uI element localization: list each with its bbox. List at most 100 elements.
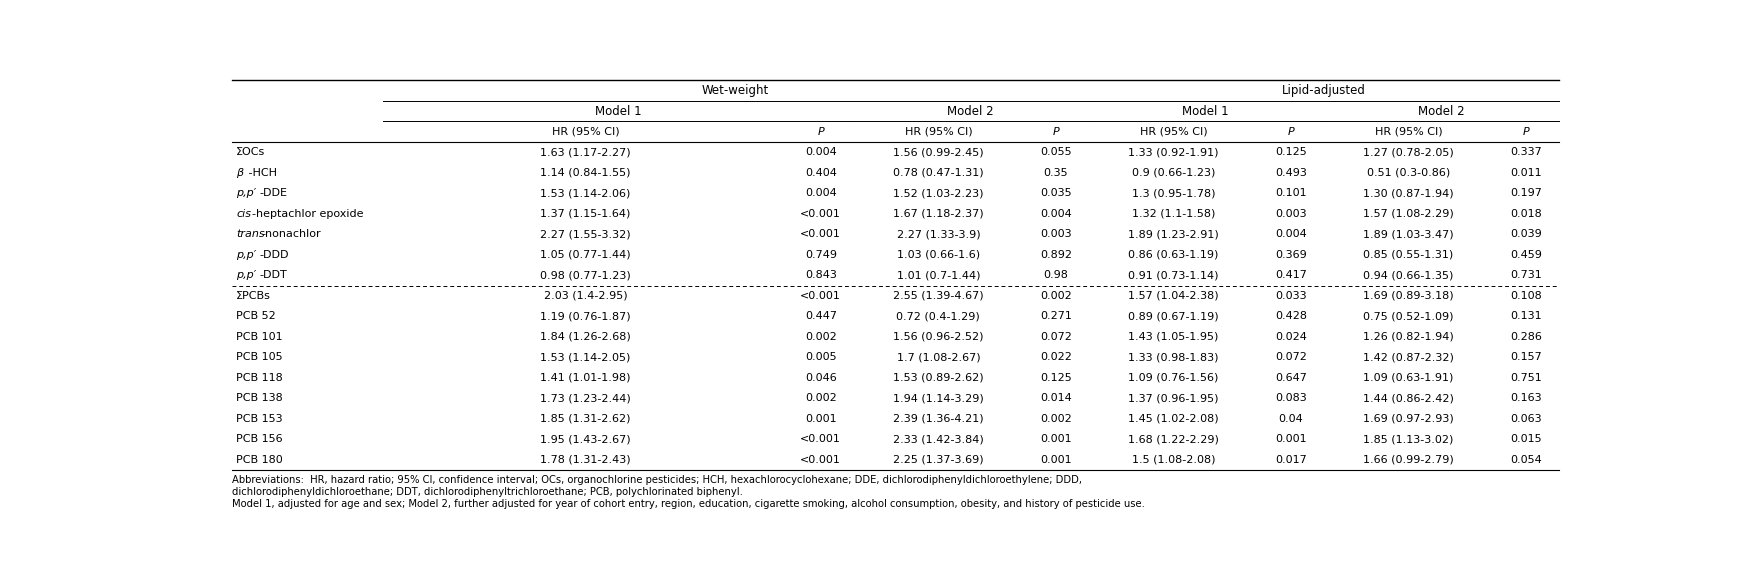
Text: 1.03 (0.66-1.6): 1.03 (0.66-1.6): [897, 249, 981, 260]
Text: 1.5 (1.08-2.08): 1.5 (1.08-2.08): [1132, 455, 1216, 465]
Text: 1.27 (0.78-2.05): 1.27 (0.78-2.05): [1364, 147, 1455, 157]
Text: 0.011: 0.011: [1510, 168, 1542, 178]
Text: p,p′: p,p′: [237, 270, 256, 280]
Text: 0.022: 0.022: [1040, 352, 1071, 362]
Text: HR (95% CI): HR (95% CI): [1374, 127, 1442, 137]
Text: 0.157: 0.157: [1510, 352, 1542, 362]
Text: 0.004: 0.004: [1275, 230, 1306, 239]
Text: β: β: [237, 168, 244, 178]
Text: PCB 153: PCB 153: [237, 414, 282, 424]
Text: -DDD: -DDD: [260, 249, 289, 260]
Text: 0.002: 0.002: [1040, 291, 1071, 301]
Text: 0.072: 0.072: [1275, 352, 1306, 362]
Text: dichlorodiphenyldichloroethane; DDT, dichlorodiphenyltrichloroethane; PCB, polyc: dichlorodiphenyldichloroethane; DDT, dic…: [232, 487, 742, 497]
Text: 0.369: 0.369: [1275, 249, 1306, 260]
Text: 0.083: 0.083: [1275, 393, 1306, 403]
Text: 1.09 (0.63-1.91): 1.09 (0.63-1.91): [1364, 373, 1455, 383]
Text: 1.42 (0.87-2.32): 1.42 (0.87-2.32): [1364, 352, 1455, 362]
Text: 0.417: 0.417: [1275, 270, 1306, 280]
Text: 2.27 (1.55-3.32): 2.27 (1.55-3.32): [540, 230, 631, 239]
Text: 0.91 (0.73-1.14): 0.91 (0.73-1.14): [1129, 270, 1219, 280]
Text: 1.63 (1.17-2.27): 1.63 (1.17-2.27): [540, 147, 631, 157]
Text: 0.001: 0.001: [1040, 434, 1071, 444]
Text: 1.45 (1.02-2.08): 1.45 (1.02-2.08): [1129, 414, 1219, 424]
Text: 0.892: 0.892: [1040, 249, 1071, 260]
Text: 1.09 (0.76-1.56): 1.09 (0.76-1.56): [1129, 373, 1219, 383]
Text: 1.95 (1.43-2.67): 1.95 (1.43-2.67): [540, 434, 631, 444]
Text: 1.3 (0.95-1.78): 1.3 (0.95-1.78): [1132, 188, 1216, 198]
Text: 0.04: 0.04: [1279, 414, 1303, 424]
Text: 1.26 (0.82-1.94): 1.26 (0.82-1.94): [1364, 332, 1455, 342]
Text: 2.25 (1.37-3.69): 2.25 (1.37-3.69): [894, 455, 984, 465]
Text: PCB 180: PCB 180: [237, 455, 284, 465]
Text: 1.89 (1.03-3.47): 1.89 (1.03-3.47): [1364, 230, 1455, 239]
Text: <0.001: <0.001: [800, 291, 841, 301]
Text: 1.56 (0.96-2.52): 1.56 (0.96-2.52): [894, 332, 984, 342]
Text: 1.37 (1.15-1.64): 1.37 (1.15-1.64): [540, 209, 631, 219]
Text: 0.98: 0.98: [1043, 270, 1068, 280]
Text: HR (95% CI): HR (95% CI): [1139, 127, 1207, 137]
Text: ΣPCBs: ΣPCBs: [237, 291, 272, 301]
Text: 1.67 (1.18-2.37): 1.67 (1.18-2.37): [894, 209, 984, 219]
Text: 1.7 (1.08-2.67): 1.7 (1.08-2.67): [897, 352, 981, 362]
Text: 0.94 (0.66-1.35): 0.94 (0.66-1.35): [1364, 270, 1455, 280]
Text: 0.428: 0.428: [1275, 311, 1306, 321]
Text: P: P: [1287, 127, 1294, 137]
Text: 1.85 (1.31-2.62): 1.85 (1.31-2.62): [540, 414, 631, 424]
Text: 1.44 (0.86-2.42): 1.44 (0.86-2.42): [1364, 393, 1455, 403]
Text: 0.843: 0.843: [805, 270, 836, 280]
Text: 2.33 (1.42-3.84): 2.33 (1.42-3.84): [894, 434, 984, 444]
Text: 1.33 (0.98-1.83): 1.33 (0.98-1.83): [1129, 352, 1219, 362]
Text: 1.05 (0.77-1.44): 1.05 (0.77-1.44): [540, 249, 631, 260]
Text: <0.001: <0.001: [800, 230, 841, 239]
Text: 0.039: 0.039: [1510, 230, 1542, 239]
Text: 1.85 (1.13-3.02): 1.85 (1.13-3.02): [1364, 434, 1455, 444]
Text: 0.003: 0.003: [1275, 209, 1306, 219]
Text: 0.004: 0.004: [805, 147, 836, 157]
Text: 2.39 (1.36-4.21): 2.39 (1.36-4.21): [894, 414, 984, 424]
Text: -nonachlor: -nonachlor: [261, 230, 321, 239]
Text: 0.9 (0.66-1.23): 0.9 (0.66-1.23): [1132, 168, 1216, 178]
Text: 1.94 (1.14-3.29): 1.94 (1.14-3.29): [894, 393, 984, 403]
Text: 1.37 (0.96-1.95): 1.37 (0.96-1.95): [1129, 393, 1219, 403]
Text: 0.286: 0.286: [1510, 332, 1542, 342]
Text: 0.018: 0.018: [1510, 209, 1542, 219]
Text: Abbreviations:  HR, hazard ratio; 95% CI, confidence interval; OCs, organochlori: Abbreviations: HR, hazard ratio; 95% CI,…: [232, 475, 1082, 485]
Text: PCB 101: PCB 101: [237, 332, 282, 342]
Text: 0.005: 0.005: [805, 352, 836, 362]
Text: -DDT: -DDT: [260, 270, 287, 280]
Text: -heptachlor epoxide: -heptachlor epoxide: [253, 209, 364, 219]
Text: 1.68 (1.22-2.29): 1.68 (1.22-2.29): [1129, 434, 1219, 444]
Text: P: P: [1052, 127, 1059, 137]
Text: 2.03 (1.4-2.95): 2.03 (1.4-2.95): [544, 291, 627, 301]
Text: 0.108: 0.108: [1510, 291, 1542, 301]
Text: 1.43 (1.05-1.95): 1.43 (1.05-1.95): [1129, 332, 1219, 342]
Text: 0.035: 0.035: [1040, 188, 1071, 198]
Text: 0.89 (0.67-1.19): 0.89 (0.67-1.19): [1129, 311, 1219, 321]
Text: 0.063: 0.063: [1510, 414, 1542, 424]
Text: 0.014: 0.014: [1040, 393, 1071, 403]
Text: 1.53 (1.14-2.05): 1.53 (1.14-2.05): [540, 352, 631, 362]
Text: cis: cis: [237, 209, 251, 219]
Text: 1.69 (0.97-2.93): 1.69 (0.97-2.93): [1364, 414, 1455, 424]
Text: 0.749: 0.749: [805, 249, 836, 260]
Text: 1.19 (0.76-1.87): 1.19 (0.76-1.87): [540, 311, 631, 321]
Text: 1.41 (1.01-1.98): 1.41 (1.01-1.98): [540, 373, 631, 383]
Text: PCB 118: PCB 118: [237, 373, 284, 383]
Text: 0.751: 0.751: [1510, 373, 1542, 383]
Text: <0.001: <0.001: [800, 455, 841, 465]
Text: 1.53 (0.89-2.62): 1.53 (0.89-2.62): [894, 373, 984, 383]
Text: 0.001: 0.001: [1275, 434, 1306, 444]
Text: 0.046: 0.046: [805, 373, 836, 383]
Text: 0.001: 0.001: [805, 414, 836, 424]
Text: PCB 156: PCB 156: [237, 434, 282, 444]
Text: 0.163: 0.163: [1510, 393, 1542, 403]
Text: 1.53 (1.14-2.06): 1.53 (1.14-2.06): [540, 188, 631, 198]
Text: p,p′: p,p′: [237, 249, 256, 260]
Text: 1.01 (0.7-1.44): 1.01 (0.7-1.44): [897, 270, 981, 280]
Text: 0.002: 0.002: [1040, 414, 1071, 424]
Text: 0.015: 0.015: [1510, 434, 1542, 444]
Text: 0.337: 0.337: [1510, 147, 1542, 157]
Text: 0.98 (0.77-1.23): 0.98 (0.77-1.23): [540, 270, 631, 280]
Text: 1.56 (0.99-2.45): 1.56 (0.99-2.45): [894, 147, 984, 157]
